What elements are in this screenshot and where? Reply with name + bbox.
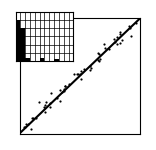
Point (38, 101, 40, 104)
Point (23, 126, 25, 128)
Point (103, 46, 106, 49)
Point (108, 48, 110, 50)
Point (26, 123, 29, 126)
Point (44, 103, 46, 106)
Point (89, 69, 92, 72)
Bar (25, 57, 30, 61)
Point (77, 73, 79, 76)
Point (43, 106, 45, 109)
Point (44, 111, 46, 113)
Bar (20, 28, 25, 61)
Point (127, 25, 130, 27)
Point (79, 72, 82, 75)
Point (35, 117, 38, 119)
Point (63, 85, 66, 87)
Point (80, 70, 83, 73)
Point (31, 117, 33, 119)
Point (48, 102, 51, 104)
Point (103, 43, 105, 45)
Point (60, 91, 63, 93)
Point (45, 101, 48, 104)
Point (63, 88, 65, 90)
Point (25, 122, 27, 125)
Bar (54, 59, 59, 61)
Point (119, 31, 121, 33)
Point (50, 92, 53, 95)
Point (76, 72, 78, 75)
Point (29, 128, 32, 130)
Point (129, 26, 131, 29)
Point (98, 60, 100, 62)
Point (99, 57, 102, 60)
Point (68, 83, 70, 85)
Point (80, 78, 82, 80)
Point (98, 53, 101, 55)
Point (97, 52, 100, 54)
Bar (40, 58, 44, 61)
Point (119, 33, 121, 35)
Point (119, 42, 121, 44)
Bar (16, 20, 20, 61)
Point (83, 68, 85, 70)
Point (112, 38, 115, 40)
Point (116, 36, 119, 38)
Point (24, 125, 26, 128)
Point (121, 39, 123, 41)
Point (73, 73, 75, 75)
Point (114, 41, 117, 43)
Point (32, 117, 34, 119)
Point (130, 34, 133, 37)
Point (135, 22, 137, 24)
Point (59, 89, 61, 92)
Point (59, 100, 61, 102)
Point (90, 67, 92, 69)
Point (115, 43, 118, 45)
Point (63, 85, 66, 87)
Point (89, 65, 91, 67)
Point (56, 97, 59, 99)
Point (63, 90, 65, 92)
Point (97, 58, 99, 61)
Point (49, 105, 51, 108)
